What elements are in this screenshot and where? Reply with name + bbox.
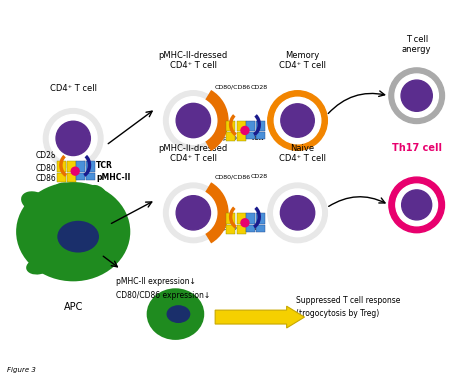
Bar [56,161,65,172]
Text: TCR: TCR [250,136,264,141]
Circle shape [268,183,328,243]
Ellipse shape [26,258,51,275]
Text: Figure 3: Figure 3 [7,367,36,373]
Circle shape [49,115,97,162]
Circle shape [170,189,217,237]
Text: pMHC-II: pMHC-II [223,136,247,141]
Bar [76,173,85,180]
Circle shape [401,190,432,220]
Text: pMHC-II-dressed: pMHC-II-dressed [159,52,228,60]
Bar [246,213,255,224]
Text: CD80: CD80 [36,163,56,173]
Ellipse shape [166,305,191,323]
Text: Th17 cell: Th17 cell [392,143,442,153]
Circle shape [164,91,223,150]
Bar [86,173,95,180]
Bar [237,133,246,141]
Text: CD28: CD28 [250,85,267,90]
Circle shape [241,126,249,134]
Bar [226,120,235,131]
Ellipse shape [102,236,128,257]
Circle shape [389,177,445,233]
Text: pMHC-II: pMHC-II [223,226,247,231]
Ellipse shape [54,183,73,197]
Bar [256,225,265,232]
Text: CD4⁺ T cell: CD4⁺ T cell [279,154,326,163]
Bar [56,173,65,182]
Bar [256,120,265,131]
Text: Naive: Naive [291,144,315,153]
Circle shape [274,97,321,144]
Ellipse shape [21,191,50,212]
Circle shape [71,167,79,175]
Circle shape [281,196,315,230]
Circle shape [396,184,438,226]
Text: T cell: T cell [406,35,428,44]
Text: TCR: TCR [250,226,264,231]
Circle shape [268,91,328,150]
Circle shape [176,104,210,138]
Bar [76,161,85,172]
Circle shape [170,97,217,144]
Circle shape [56,121,91,155]
Bar [226,213,235,224]
Text: CD4⁺ T cell: CD4⁺ T cell [170,154,217,163]
Text: CD4⁺ T cell: CD4⁺ T cell [170,62,217,70]
Circle shape [401,80,432,111]
Circle shape [241,219,249,227]
Text: CD80/CD86: CD80/CD86 [215,85,251,90]
FancyArrow shape [215,306,304,328]
Bar [226,225,235,234]
Text: pMHC-II expression↓
CD80/CD86 expression↓: pMHC-II expression↓ CD80/CD86 expression… [116,277,210,299]
Text: CD28: CD28 [250,174,267,179]
Bar [67,161,76,172]
Bar [246,133,255,139]
Circle shape [273,189,321,237]
Circle shape [389,68,445,123]
Circle shape [44,108,103,168]
Ellipse shape [57,221,99,253]
Bar [67,173,76,182]
Text: CD80/CD86: CD80/CD86 [215,174,251,179]
Ellipse shape [146,288,204,340]
Text: CD4⁺ T cell: CD4⁺ T cell [50,84,97,93]
Text: Suppressed T cell response
(trogocytosis by Treg): Suppressed T cell response (trogocytosis… [296,296,400,318]
Text: CD86: CD86 [36,173,56,183]
Text: Memory: Memory [285,52,319,60]
Bar [256,213,265,224]
Bar [237,120,246,131]
Text: APC: APC [64,302,83,312]
Bar [237,213,246,224]
Circle shape [176,196,210,230]
Bar [246,120,255,131]
Text: pMHC-II-dressed: pMHC-II-dressed [159,144,228,153]
Circle shape [281,104,314,137]
Bar [237,225,246,234]
Circle shape [395,74,438,117]
Bar [226,133,235,141]
Bar [246,225,255,232]
Bar [86,161,95,172]
Text: anergy: anergy [402,45,431,53]
Bar [256,133,265,139]
Text: TCR: TCR [96,161,113,170]
Text: CD28: CD28 [36,151,56,160]
Text: CD4⁺ T cell: CD4⁺ T cell [279,62,326,70]
Ellipse shape [88,185,108,203]
Ellipse shape [16,182,130,281]
Text: pMHC-II: pMHC-II [96,173,130,181]
Circle shape [164,183,223,243]
